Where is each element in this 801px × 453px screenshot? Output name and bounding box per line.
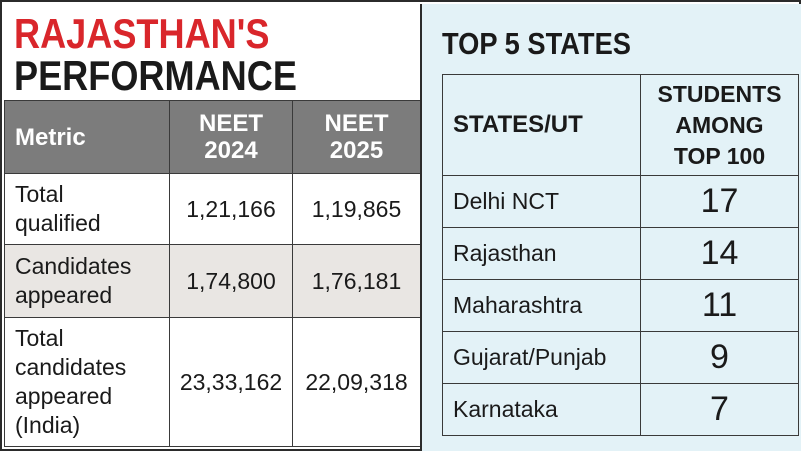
value-2025: 1,19,865	[292, 173, 421, 245]
performance-header-row: Metric NEET 2024 NEET 2025	[4, 100, 421, 174]
panel-title-line1: RAJASTHAN'S	[14, 10, 270, 57]
table-row: Total candidates appeared (India) 23,33,…	[4, 317, 421, 447]
state-name: Karnataka	[442, 383, 641, 436]
value-2024: 1,21,166	[169, 173, 293, 245]
row-label-text: Total candidates appeared (India)	[15, 325, 127, 438]
value-2025: 22,09,318	[292, 317, 421, 447]
row-label: Total qualified	[4, 173, 170, 245]
state-name: Gujarat/Punjab	[442, 331, 641, 384]
top5-table: STATES/UT STUDENTS AMONG TOP 100 Delhi N…	[442, 74, 799, 436]
header-neet-2024: NEET 2024	[169, 100, 293, 174]
table-row: Gujarat/Punjab 9	[442, 331, 799, 384]
panel-title-line2: PERFORMANCE	[14, 52, 297, 99]
header-neet-2025-label: NEET 2025	[324, 110, 389, 164]
header-neet-2024-label: NEET 2024	[198, 110, 263, 164]
header-neet-2025: NEET 2025	[292, 100, 421, 174]
table-row: Delhi NCT 17	[442, 175, 799, 228]
top5-states-panel: TOP 5 STATES STATES/UT STUDENTS AMONG TO…	[420, 4, 801, 451]
value-2024: 1,74,800	[169, 244, 293, 318]
state-name: Delhi NCT	[442, 175, 641, 228]
top5-title: TOP 5 STATES	[442, 26, 631, 61]
state-name: Rajasthan	[442, 227, 641, 280]
header-students-top100: STUDENTS AMONG TOP 100	[640, 74, 799, 176]
performance-table: Metric NEET 2024 NEET 2025 Total qualifi…	[4, 100, 421, 447]
table-row: Karnataka 7	[442, 383, 799, 436]
table-row: Maharashtra 11	[442, 279, 799, 332]
rajasthan-performance-panel: RAJASTHAN'S PERFORMANCE Metric NEET 2024…	[2, 2, 421, 453]
student-count: 11	[640, 279, 799, 332]
state-name: Maharashtra	[442, 279, 641, 332]
table-row: Candidates appeared 1,74,800 1,76,181	[4, 244, 421, 318]
student-count: 9	[640, 331, 799, 384]
table-row: Total qualified 1,21,166 1,19,865	[4, 173, 421, 245]
header-metric: Metric	[4, 100, 170, 174]
table-row: Rajasthan 14	[442, 227, 799, 280]
value-2024: 23,33,162	[169, 317, 293, 447]
value-2025: 1,76,181	[292, 244, 421, 318]
row-label: Total candidates appeared (India)	[4, 317, 170, 447]
row-label: Candidates appeared	[4, 244, 170, 318]
header-states-ut: STATES/UT	[442, 74, 641, 176]
row-label-text: Candidates appeared	[15, 253, 132, 308]
top5-header-row: STATES/UT STUDENTS AMONG TOP 100	[442, 74, 799, 176]
student-count: 14	[640, 227, 799, 280]
row-label-text: Total qualified	[15, 181, 101, 236]
student-count: 17	[640, 175, 799, 228]
student-count: 7	[640, 383, 799, 436]
header-students-label: STUDENTS AMONG TOP 100	[657, 80, 782, 169]
